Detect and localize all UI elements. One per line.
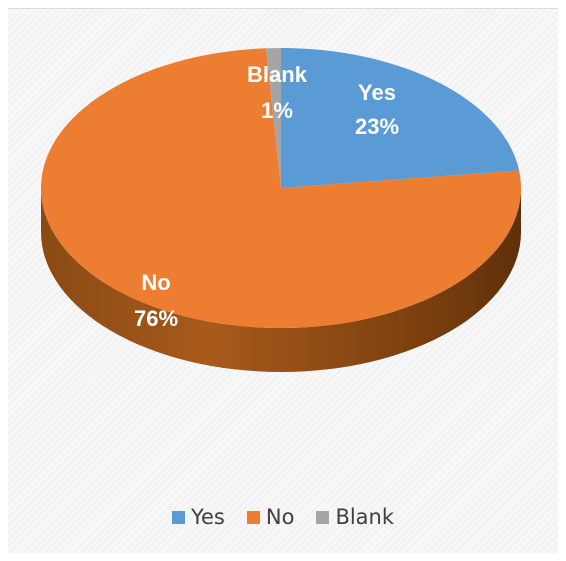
legend-item-blank: Blank [316, 505, 394, 529]
slice-value-label-blank: 1% [261, 98, 293, 123]
legend-item-yes: Yes [171, 505, 225, 529]
slice-category-label-yes: Yes [358, 80, 396, 105]
legend-label-yes: Yes [190, 505, 225, 529]
pie-slice-yes [281, 48, 520, 188]
slice-value-label-yes: 23% [355, 114, 399, 139]
slice-category-label-no: No [141, 270, 170, 295]
legend-swatch-no [246, 510, 260, 524]
slice-value-label-no: 76% [134, 306, 178, 331]
legend-item-no: No [246, 505, 295, 529]
legend-swatch-yes [171, 510, 185, 524]
legend-label-no: No [265, 505, 295, 529]
pie-slice-blank [265, 48, 281, 188]
legend: Yes No Blank [0, 505, 566, 529]
pie-slice-no [41, 48, 522, 329]
legend-label-blank: Blank [335, 505, 395, 529]
legend-swatch-blank [316, 510, 330, 524]
pie-side-wall [41, 188, 521, 372]
slice-category-label-blank: Blank [247, 62, 308, 87]
